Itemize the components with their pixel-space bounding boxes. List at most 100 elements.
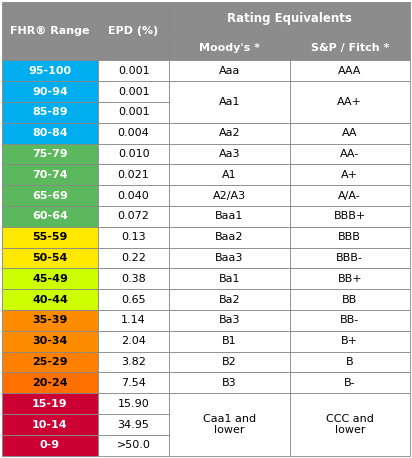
FancyBboxPatch shape: [169, 310, 290, 331]
Text: BB+: BB+: [337, 274, 362, 284]
Text: 3.82: 3.82: [121, 357, 146, 367]
Text: BB-: BB-: [340, 316, 359, 326]
FancyBboxPatch shape: [98, 2, 169, 60]
FancyBboxPatch shape: [98, 185, 169, 206]
Text: B1: B1: [222, 336, 237, 346]
FancyBboxPatch shape: [98, 144, 169, 164]
FancyBboxPatch shape: [2, 123, 98, 144]
FancyBboxPatch shape: [290, 227, 410, 248]
FancyBboxPatch shape: [290, 60, 410, 81]
Text: 70-74: 70-74: [32, 170, 68, 180]
FancyBboxPatch shape: [2, 331, 98, 352]
FancyBboxPatch shape: [169, 393, 290, 456]
FancyBboxPatch shape: [98, 435, 169, 456]
FancyBboxPatch shape: [290, 352, 410, 372]
FancyBboxPatch shape: [98, 164, 169, 185]
Text: 0.004: 0.004: [118, 128, 150, 138]
Text: EPD (%): EPD (%): [108, 27, 159, 36]
Text: 90-94: 90-94: [32, 87, 68, 97]
Text: 0-9: 0-9: [40, 440, 60, 450]
Text: Aaa: Aaa: [219, 66, 240, 76]
Text: BBB-: BBB-: [336, 253, 363, 263]
FancyBboxPatch shape: [98, 248, 169, 268]
FancyBboxPatch shape: [98, 414, 169, 435]
FancyBboxPatch shape: [290, 185, 410, 206]
FancyBboxPatch shape: [2, 372, 98, 393]
FancyBboxPatch shape: [290, 310, 410, 331]
Text: >50.0: >50.0: [117, 440, 150, 450]
FancyBboxPatch shape: [169, 123, 290, 144]
Text: A1: A1: [222, 170, 237, 180]
FancyBboxPatch shape: [169, 352, 290, 372]
FancyBboxPatch shape: [2, 414, 98, 435]
Text: BB: BB: [342, 294, 357, 305]
FancyBboxPatch shape: [169, 35, 290, 60]
FancyBboxPatch shape: [98, 310, 169, 331]
Text: 0.65: 0.65: [121, 294, 146, 305]
Text: AA+: AA+: [337, 97, 362, 107]
Text: 55-59: 55-59: [32, 232, 68, 242]
Text: 30-34: 30-34: [32, 336, 68, 346]
FancyBboxPatch shape: [2, 310, 98, 331]
Text: A2/A3: A2/A3: [213, 191, 246, 201]
FancyBboxPatch shape: [290, 393, 410, 456]
FancyBboxPatch shape: [2, 185, 98, 206]
Text: 0.072: 0.072: [118, 212, 150, 222]
Text: 20-24: 20-24: [32, 378, 68, 388]
FancyBboxPatch shape: [2, 206, 98, 227]
FancyBboxPatch shape: [98, 289, 169, 310]
FancyBboxPatch shape: [2, 102, 98, 123]
Text: A/A-: A/A-: [338, 191, 361, 201]
FancyBboxPatch shape: [169, 2, 410, 35]
FancyBboxPatch shape: [169, 185, 290, 206]
Text: 0.040: 0.040: [118, 191, 150, 201]
Text: 35-39: 35-39: [32, 316, 68, 326]
FancyBboxPatch shape: [2, 144, 98, 164]
Text: 80-84: 80-84: [32, 128, 68, 138]
FancyBboxPatch shape: [290, 35, 410, 60]
FancyBboxPatch shape: [290, 248, 410, 268]
Text: 1.14: 1.14: [121, 316, 146, 326]
FancyBboxPatch shape: [2, 268, 98, 289]
Text: 7.54: 7.54: [121, 378, 146, 388]
Text: 40-44: 40-44: [32, 294, 68, 305]
FancyBboxPatch shape: [290, 206, 410, 227]
Text: AA: AA: [342, 128, 358, 138]
Text: 0.13: 0.13: [121, 232, 146, 242]
FancyBboxPatch shape: [2, 227, 98, 248]
FancyBboxPatch shape: [2, 2, 98, 60]
Text: Ba3: Ba3: [219, 316, 240, 326]
FancyBboxPatch shape: [290, 289, 410, 310]
Text: 15-19: 15-19: [32, 399, 68, 409]
FancyBboxPatch shape: [290, 268, 410, 289]
Text: A+: A+: [341, 170, 358, 180]
FancyBboxPatch shape: [98, 102, 169, 123]
FancyBboxPatch shape: [98, 123, 169, 144]
FancyBboxPatch shape: [98, 268, 169, 289]
Text: 10-14: 10-14: [32, 420, 68, 430]
Text: Baa2: Baa2: [215, 232, 244, 242]
Text: BBB: BBB: [338, 232, 361, 242]
FancyBboxPatch shape: [290, 164, 410, 185]
Text: Moody's *: Moody's *: [199, 43, 260, 53]
Text: FHR® Range: FHR® Range: [10, 26, 90, 37]
Text: 0.001: 0.001: [118, 66, 150, 76]
Text: Ba1: Ba1: [219, 274, 240, 284]
FancyBboxPatch shape: [98, 352, 169, 372]
Text: AAA: AAA: [338, 66, 361, 76]
FancyBboxPatch shape: [2, 164, 98, 185]
FancyBboxPatch shape: [98, 60, 169, 81]
Text: B: B: [346, 357, 353, 367]
Text: B+: B+: [341, 336, 358, 346]
Text: 34.95: 34.95: [118, 420, 150, 430]
FancyBboxPatch shape: [169, 164, 290, 185]
FancyBboxPatch shape: [2, 435, 98, 456]
FancyBboxPatch shape: [98, 227, 169, 248]
Text: CCC and
lower: CCC and lower: [326, 414, 374, 435]
FancyBboxPatch shape: [2, 81, 98, 102]
Text: 2.04: 2.04: [121, 336, 146, 346]
FancyBboxPatch shape: [98, 81, 169, 102]
FancyBboxPatch shape: [98, 331, 169, 352]
Text: 95-100: 95-100: [28, 66, 72, 76]
FancyBboxPatch shape: [169, 331, 290, 352]
